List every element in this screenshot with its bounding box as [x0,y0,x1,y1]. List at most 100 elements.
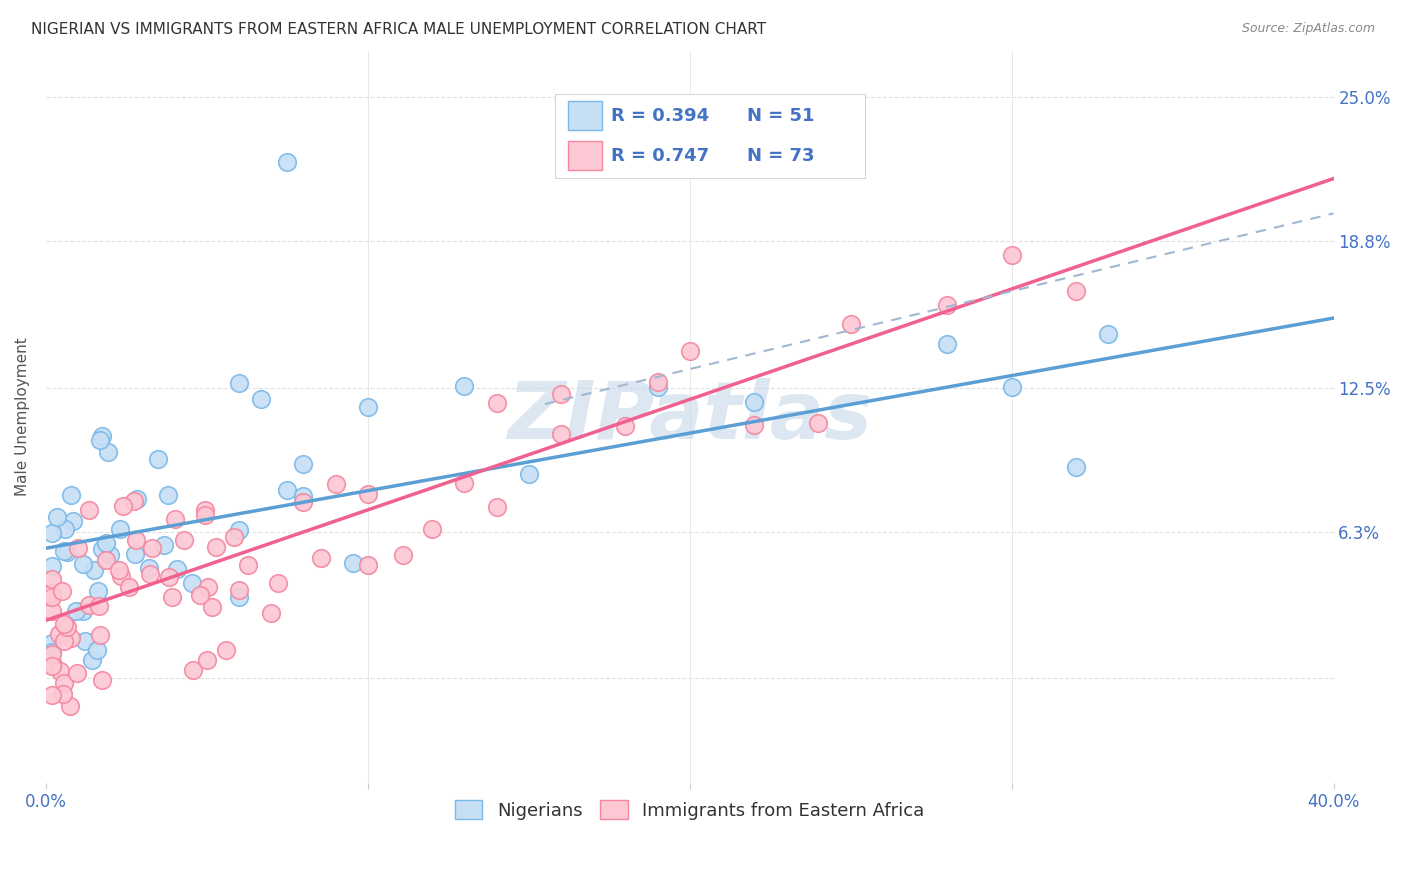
Point [41,658,63,673]
Point [194,503,217,517]
Text: R = 0.394: R = 0.394 [612,107,709,125]
Point [205,541,228,555]
Point [807,416,830,430]
Point [141,541,163,556]
Point [309,550,332,565]
Y-axis label: Male Unemployment: Male Unemployment [15,337,30,496]
Point [127,491,149,506]
Point [188,588,211,602]
Point [62,514,84,528]
Point [124,493,146,508]
Point [292,495,315,509]
Point [90,541,112,556]
Point [236,558,259,572]
Point [195,653,218,667]
Text: N = 73: N = 73 [747,146,814,164]
Point [181,576,204,591]
Point [117,581,139,595]
Point [41,572,63,586]
Point [90,428,112,442]
Point [125,533,148,547]
Point [453,379,475,393]
Point [110,569,132,583]
Point [485,396,508,410]
Point [173,533,195,548]
Point [250,392,273,406]
Point [742,418,765,433]
Point [89,628,111,642]
Point [357,487,380,501]
Point [222,530,245,544]
Point [1001,248,1024,262]
Point [194,508,217,523]
Point [108,563,131,577]
Point [647,375,669,389]
Point [1064,285,1087,299]
Point [83,563,105,577]
Point [550,387,572,401]
Point [41,636,63,650]
Point [936,298,959,312]
Point [357,558,380,572]
Point [41,526,63,541]
Point [163,512,186,526]
Point [181,663,204,677]
Point [124,547,146,561]
Point [41,604,63,618]
Point [97,445,120,459]
Point [266,576,288,591]
Point [156,488,179,502]
Point [87,599,110,614]
Text: R = 0.747: R = 0.747 [612,146,709,164]
Point [152,538,174,552]
Point [79,503,101,517]
Point [56,545,79,559]
Point [66,666,89,681]
Point [52,687,75,701]
Point [41,559,63,574]
FancyBboxPatch shape [568,102,602,130]
Point [86,643,108,657]
Point [936,337,959,351]
Point [77,598,100,612]
Point [48,627,70,641]
Point [52,675,75,690]
Point [342,557,364,571]
Text: N = 51: N = 51 [747,107,814,125]
Point [98,548,121,562]
Point [52,633,75,648]
Point [215,643,238,657]
Point [41,586,63,600]
Point [138,561,160,575]
Point [94,536,117,550]
Point [41,590,63,604]
Point [157,570,180,584]
Point [260,606,283,620]
Point [91,673,114,687]
Text: ZIPatlas: ZIPatlas [508,378,872,456]
Point [292,457,315,471]
Point [42,658,65,673]
Point [73,633,96,648]
Point [228,376,250,390]
Legend: Nigerians, Immigrants from Eastern Africa: Nigerians, Immigrants from Eastern Afric… [449,793,931,827]
Point [72,557,94,571]
Point [60,488,83,502]
Point [325,476,347,491]
Point [160,590,183,604]
Point [53,543,76,558]
Point [485,500,508,515]
Point [60,632,83,646]
Point [276,483,298,498]
FancyBboxPatch shape [568,141,602,169]
Point [228,523,250,537]
Point [52,617,75,632]
Point [46,510,69,524]
Point [166,561,188,575]
Point [228,582,250,597]
Point [391,549,413,563]
Point [41,648,63,662]
Point [647,380,669,394]
Point [89,433,111,447]
Point [517,467,540,482]
